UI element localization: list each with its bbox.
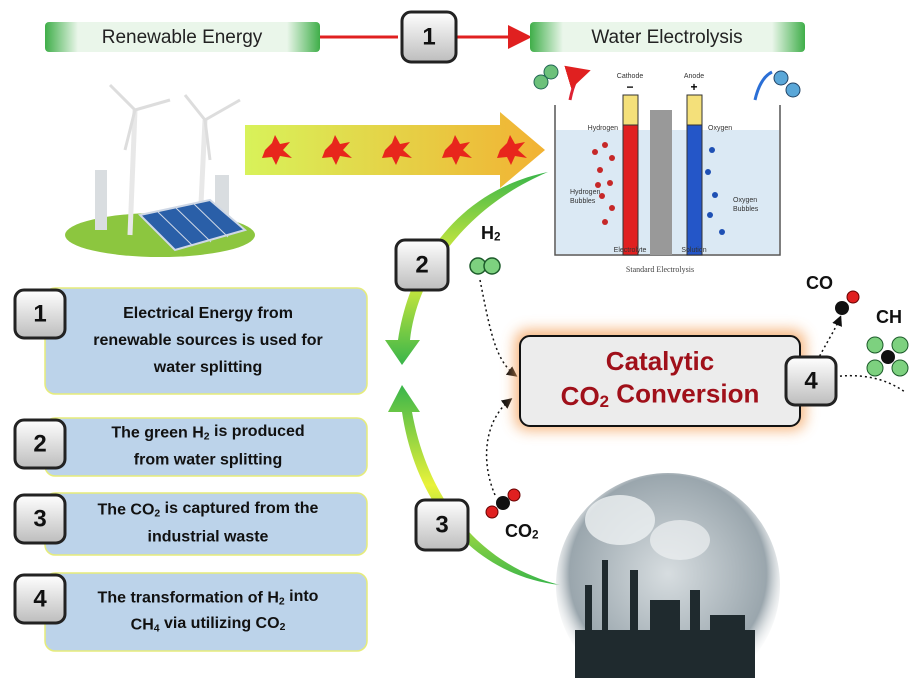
- label: Bubbles: [733, 206, 759, 213]
- step-text: water splitting: [153, 359, 262, 376]
- header-right: Water Electrolysis: [591, 27, 742, 48]
- badge-number: 1: [33, 300, 46, 327]
- renewable-illustration: [65, 85, 255, 257]
- text-run: via utilizing CO: [160, 615, 280, 632]
- text-run: industrial waste: [148, 529, 269, 546]
- text-run: is produced: [210, 423, 305, 440]
- label: Oxygen: [708, 125, 732, 132]
- subscript: 2: [600, 393, 609, 412]
- text-run: The transformation of H: [98, 590, 279, 607]
- text-run: CH: [876, 307, 902, 327]
- subscript: 2: [280, 622, 286, 633]
- header-left: Renewable Energy: [102, 27, 263, 48]
- text-run: CH: [131, 617, 154, 634]
- label: Hydrogen: [588, 125, 618, 132]
- factory-illustration: [556, 473, 780, 678]
- badge-number: 2: [33, 430, 46, 457]
- text-run: Catalytic: [606, 346, 714, 376]
- badge-number: 3: [435, 511, 448, 538]
- text-run: into: [285, 588, 319, 605]
- label: +: [690, 80, 697, 94]
- text-run: from water splitting: [134, 452, 282, 469]
- electrolysis-cell: [534, 65, 800, 255]
- step-text: renewable sources is used for: [93, 332, 322, 349]
- badge-number: 2: [415, 251, 428, 278]
- step-text: industrial waste: [148, 529, 269, 546]
- step-text: The transformation of H2 into: [98, 588, 319, 607]
- label: Bubbles: [570, 198, 596, 205]
- label: Solution: [681, 247, 706, 254]
- text-run: is captured from the: [160, 500, 318, 517]
- label: Electrolyte: [614, 247, 647, 254]
- label: Hydrogen: [570, 189, 600, 196]
- badge-number: 4: [33, 585, 47, 612]
- step-text: The CO2 is captured from the: [98, 500, 319, 519]
- badge-number: 1: [422, 23, 435, 50]
- diagram: Renewable Energy Water Electrolysis: [0, 0, 909, 678]
- text-run: The CO: [98, 502, 155, 519]
- text-run: renewable sources is used for: [93, 332, 322, 349]
- subscript: 2: [494, 231, 501, 244]
- step-text: Electrical Energy from: [123, 305, 293, 322]
- subscript: 2: [532, 529, 539, 542]
- step-box: [45, 573, 367, 651]
- molecule-label: CO2: [505, 521, 539, 542]
- text-run: H: [481, 223, 494, 243]
- text-run: CO: [806, 273, 833, 293]
- text-run: Electrical Energy from: [123, 305, 293, 322]
- molecule-label: H2: [481, 223, 501, 244]
- text-run: CO: [561, 381, 600, 411]
- center-text: Catalytic: [606, 346, 714, 376]
- label: Cathode: [617, 73, 644, 80]
- molecule-label: CH: [876, 307, 902, 327]
- badge-number: 3: [33, 505, 46, 532]
- caption: Standard Electrolysis: [626, 265, 694, 274]
- text-run: CO: [505, 521, 532, 541]
- steps: Electrical Energy from renewable sources …: [45, 288, 367, 651]
- text-run: The green H: [111, 425, 203, 442]
- label: −: [626, 80, 633, 94]
- text-run: Conversion: [609, 378, 759, 408]
- label: Anode: [684, 73, 704, 80]
- text-run: water splitting: [153, 359, 262, 376]
- step-text: from water splitting: [134, 452, 282, 469]
- center-text: CO2 Conversion: [561, 378, 760, 411]
- molecule-label: CO: [806, 273, 833, 293]
- badge-number: 4: [804, 367, 818, 394]
- label: Oxygen: [733, 197, 757, 204]
